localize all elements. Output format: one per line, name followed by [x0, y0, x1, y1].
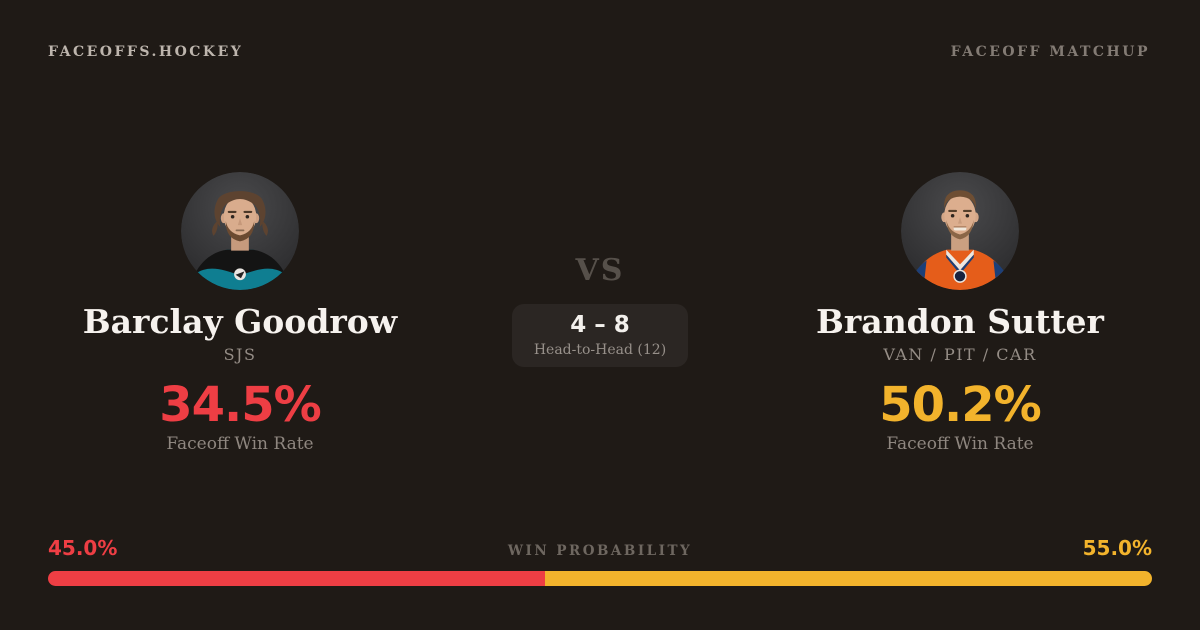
left-player-win-rate: 34.5%	[159, 376, 322, 433]
left-probability-value: 45.0%	[48, 536, 118, 560]
win-probability-labels: 45.0% WIN PROBABILITY 55.0%	[48, 536, 1152, 560]
right-probability-value: 55.0%	[1082, 536, 1152, 560]
right-player-avatar	[901, 172, 1019, 290]
left-win-rate-label: Faceoff Win Rate	[166, 433, 314, 454]
right-win-rate-label: Faceoff Win Rate	[886, 433, 1034, 454]
head-to-head-box: 4 – 8 Head-to-Head (12)	[511, 304, 689, 367]
probability-bar-left-segment	[48, 571, 545, 586]
brand-logo: FACEOFFS.HOCKEY	[48, 44, 244, 60]
head-to-head-label: Head-to-Head (12)	[533, 342, 667, 358]
right-player-card: Brandon Sutter VAN / PIT / CAR 50.2% Fac…	[720, 172, 1200, 455]
left-player-photo	[181, 172, 299, 290]
matchup-center: VS 4 – 8 Head-to-Head (12)	[480, 172, 720, 367]
head-to-head-score: 4 – 8	[570, 312, 630, 338]
left-player-card: Barclay Goodrow SJS 34.5% Faceoff Win Ra…	[0, 172, 480, 455]
right-player-teams: VAN / PIT / CAR	[883, 344, 1037, 364]
probability-bar	[48, 571, 1152, 586]
left-player-name: Barclay Goodrow	[82, 302, 398, 341]
win-probability-title: WIN PROBABILITY	[507, 543, 693, 559]
win-probability-section: 45.0% WIN PROBABILITY 55.0%	[48, 536, 1152, 586]
matchup-type-label: FACEOFF MATCHUP	[950, 44, 1150, 60]
matchup-row: Barclay Goodrow SJS 34.5% Faceoff Win Ra…	[0, 172, 1200, 455]
right-player-photo	[901, 172, 1019, 290]
left-player-teams: SJS	[223, 344, 257, 364]
left-player-avatar	[181, 172, 299, 290]
right-player-name: Brandon Sutter	[816, 302, 1104, 341]
probability-bar-right-segment	[544, 571, 1152, 586]
right-player-win-rate: 50.2%	[879, 376, 1042, 433]
header: FACEOFFS.HOCKEY FACEOFF MATCHUP	[48, 44, 1150, 60]
vs-label: VS	[575, 253, 625, 288]
